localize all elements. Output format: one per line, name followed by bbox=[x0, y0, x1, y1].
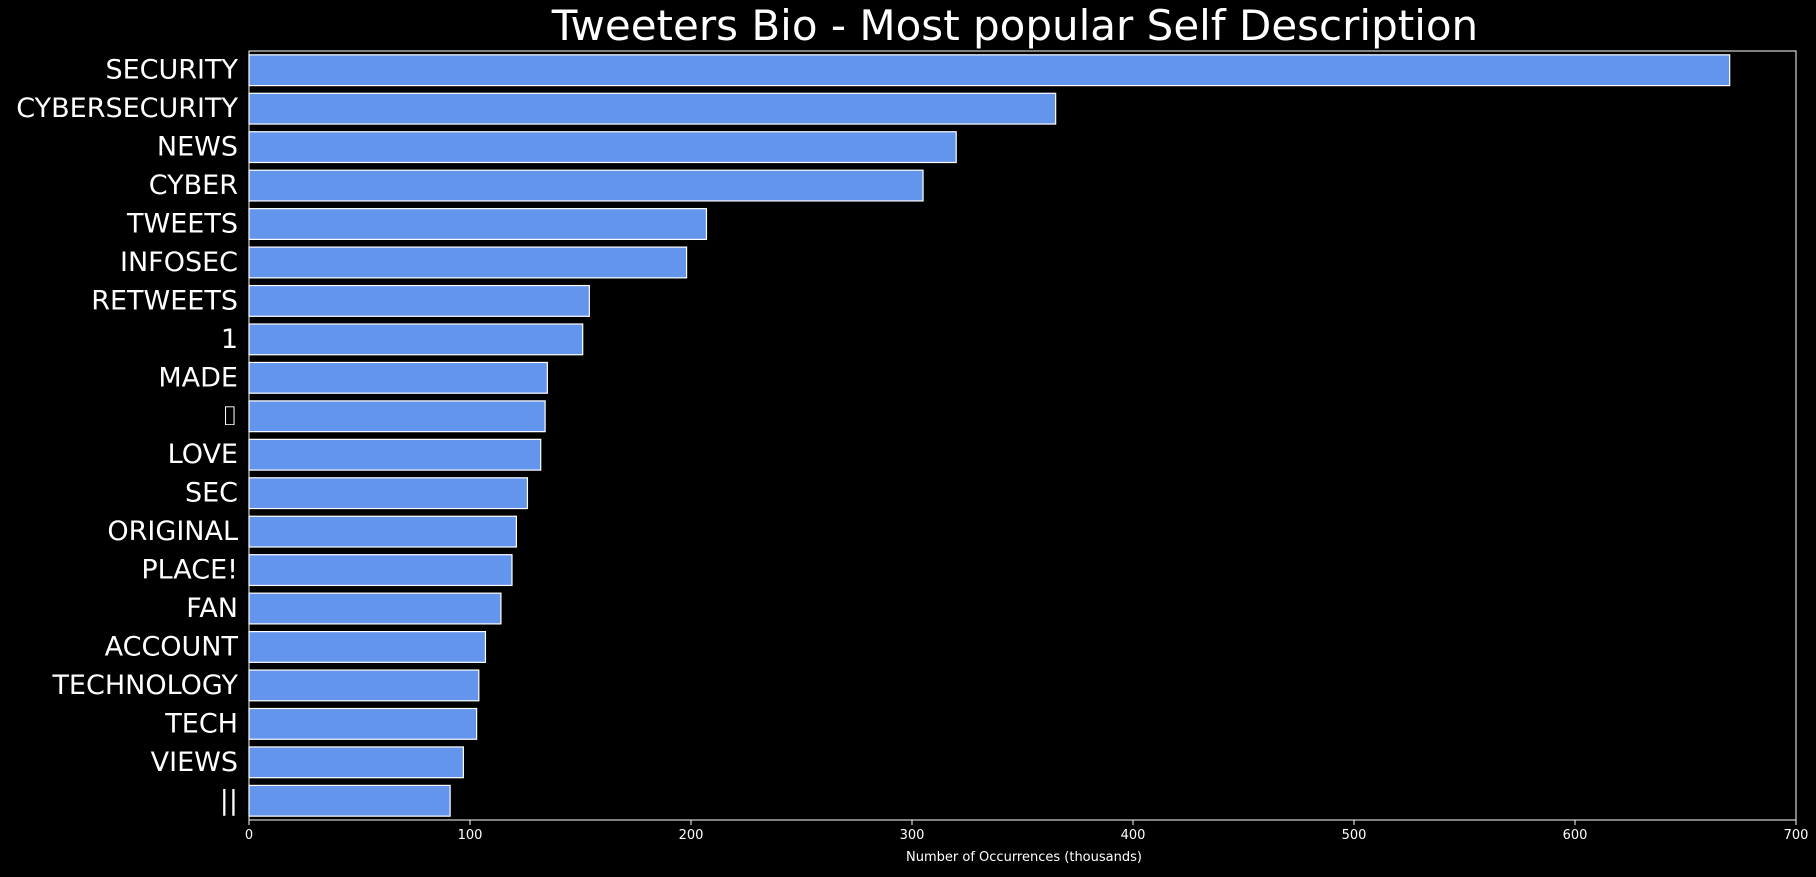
bar bbox=[248, 477, 529, 510]
y-tick-label: SECURITY bbox=[105, 55, 238, 86]
bar bbox=[248, 630, 487, 663]
x-tick-label: 300 bbox=[900, 828, 925, 843]
y-tick-label: ⌷ bbox=[222, 401, 238, 432]
x-tick-label: 600 bbox=[1563, 828, 1588, 843]
y-tick-label: LOVE bbox=[168, 439, 238, 470]
x-tick-label: 100 bbox=[458, 828, 483, 843]
y-tick-label: CYBER bbox=[149, 170, 238, 201]
y-tick-label: INFOSEC bbox=[120, 247, 238, 278]
y-tick-label: FAN bbox=[186, 593, 238, 624]
bar bbox=[248, 746, 464, 779]
bar bbox=[248, 784, 451, 817]
y-tick-label: RETWEETS bbox=[91, 285, 238, 316]
bar bbox=[248, 400, 546, 433]
y-tick-label: TECH bbox=[164, 708, 238, 739]
x-tick-label: 0 bbox=[245, 828, 253, 843]
y-tick-label: TECHNOLOGY bbox=[51, 670, 238, 701]
x-axis-ticks: 0 100 200 300 400 500 600 700 bbox=[245, 820, 1809, 843]
y-tick-label: PLACE! bbox=[141, 555, 238, 586]
y-tick-label: ORIGINAL bbox=[107, 516, 238, 547]
y-tick-label: MADE bbox=[158, 362, 238, 393]
bar bbox=[248, 515, 518, 548]
bar bbox=[248, 361, 548, 394]
y-tick-labels: SECURITY CYBERSECURITY NEWS CYBER TWEETS INFO… bbox=[16, 55, 238, 817]
y-tick-label: NEWS bbox=[157, 132, 238, 163]
x-axis-label: Number of Occurrences (thousands) bbox=[906, 850, 1142, 865]
x-tick-label: 500 bbox=[1342, 828, 1367, 843]
bar bbox=[248, 284, 590, 317]
x-tick-label: 400 bbox=[1121, 828, 1146, 843]
bar bbox=[248, 92, 1057, 125]
y-tick-label: 1 bbox=[221, 324, 238, 355]
y-tick-label: ACCOUNT bbox=[105, 631, 239, 662]
bar bbox=[248, 707, 478, 740]
plot-area-frame bbox=[248, 50, 1797, 821]
x-tick-label: 700 bbox=[1784, 828, 1809, 843]
y-tick-label: VIEWS bbox=[151, 747, 238, 778]
y-tick-label: TWEETS bbox=[126, 209, 238, 240]
bar bbox=[248, 669, 480, 702]
bar bbox=[248, 208, 708, 241]
x-tick-label: 200 bbox=[679, 828, 704, 843]
y-tick-label: SEC bbox=[185, 478, 238, 509]
bar bbox=[248, 592, 502, 625]
bar bbox=[248, 169, 924, 202]
y-tick-label: || bbox=[220, 785, 238, 816]
bar bbox=[248, 438, 542, 471]
y-tick-label: CYBERSECURITY bbox=[16, 93, 238, 124]
bar bbox=[248, 54, 1731, 87]
bar bbox=[248, 131, 957, 164]
bar bbox=[248, 323, 584, 356]
bar bbox=[248, 554, 513, 587]
chart-title: Tweeters Bio - Most popular Self Descrip… bbox=[551, 1, 1478, 50]
bars-group bbox=[248, 54, 1731, 817]
bar bbox=[248, 246, 688, 279]
